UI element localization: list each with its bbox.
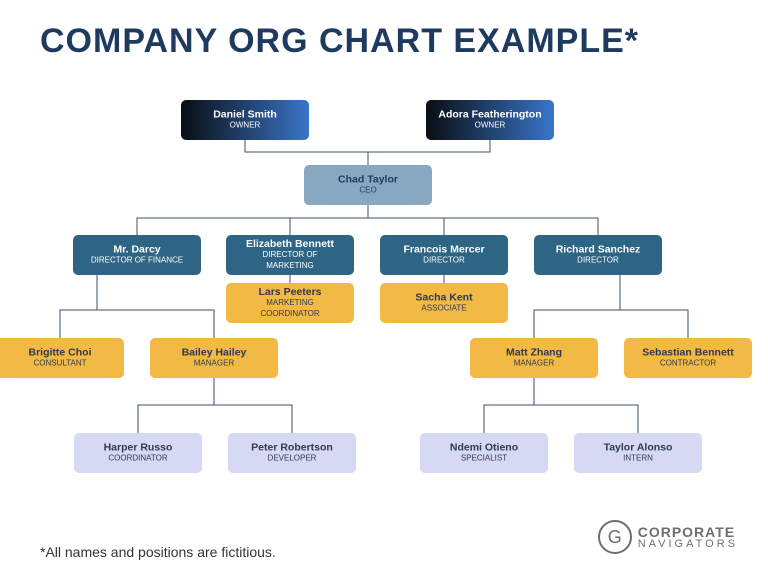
org-node-l3: Ndemi OtienoSPECIALIST [420,433,548,473]
orgchart-canvas: Daniel SmithOWNERAdora FeatheringtonOWNE… [0,80,768,500]
node-role: DEVELOPER [268,454,317,463]
node-role: MARKETING [266,261,314,270]
org-node-ceo: Chad TaylorCEO [304,165,432,205]
node-name: Harper Russo [104,441,173,453]
node-name: Chad Taylor [338,173,398,185]
node-role: DIRECTOR [423,256,465,265]
node-role: MANAGER [194,359,235,368]
node-role: INTERN [623,454,653,463]
org-node-d1: Mr. DarcyDIRECTOR OF FINANCE [73,235,201,275]
node-role: COORDINATOR [260,309,319,318]
node-role: MARKETING [266,298,314,307]
footnote-text: *All names and positions are fictitious. [40,544,276,560]
node-role: CONTRACTOR [660,359,717,368]
org-node-g1: Lars PeetersMARKETING COORDINATOR [226,283,354,323]
brand-top-text: CORPORATE [638,525,738,539]
node-role: OWNER [230,121,261,130]
node-role: CONSULTANT [33,359,86,368]
node-name: Daniel Smith [213,108,277,120]
node-name: Bailey Hailey [182,346,247,358]
org-node-l4: Taylor AlonsoINTERN [574,433,702,473]
node-name: Sacha Kent [415,291,473,303]
node-role: CEO [359,186,376,195]
node-name: Lars Peeters [258,286,321,298]
node-role: DIRECTOR OF FINANCE [91,256,183,265]
node-name: Ndemi Otieno [450,441,518,453]
node-role: SPECIALIST [461,454,507,463]
node-name: Adora Featherington [438,108,541,120]
brand-mark-icon: G [598,520,632,554]
page-title: COMPANY ORG CHART EXAMPLE* [40,22,639,61]
org-node-d4: Richard SanchezDIRECTOR [534,235,662,275]
node-name: Matt Zhang [506,346,562,358]
node-role: DIRECTOR OF [263,250,318,259]
node-name: Francois Mercer [403,243,484,255]
org-node-d3: Francois MercerDIRECTOR [380,235,508,275]
org-node-o1: Daniel SmithOWNER [181,100,309,140]
org-node-o2: Adora FeatheringtonOWNER [426,100,554,140]
node-name: Peter Robertson [251,441,333,453]
brand-bottom-text: NAVIGATORS [638,539,738,550]
org-node-g4: Bailey HaileyMANAGER [150,338,278,378]
brand-logo: G CORPORATE NAVIGATORS [598,520,738,554]
org-node-g5: Matt ZhangMANAGER [470,338,598,378]
org-node-d2: Elizabeth BennettDIRECTOR OF MARKETING [226,235,354,275]
nodes-layer: Daniel SmithOWNERAdora FeatheringtonOWNE… [0,100,752,473]
org-node-l2: Peter RobertsonDEVELOPER [228,433,356,473]
org-node-l1: Harper RussoCOORDINATOR [74,433,202,473]
org-node-g6: Sebastian BennettCONTRACTOR [624,338,752,378]
node-role: MANAGER [514,359,555,368]
node-name: Mr. Darcy [113,243,160,255]
org-node-g2: Sacha KentASSOCIATE [380,283,508,323]
node-name: Elizabeth Bennett [246,238,335,250]
org-node-g3: Brigitte ChoiCONSULTANT [0,338,124,378]
node-name: Taylor Alonso [604,441,673,453]
node-role: ASSOCIATE [421,304,466,313]
node-role: DIRECTOR [577,256,619,265]
node-name: Richard Sanchez [556,243,641,255]
node-name: Sebastian Bennett [642,346,734,358]
node-role: OWNER [475,121,506,130]
node-name: Brigitte Choi [29,346,92,358]
node-role: COORDINATOR [108,454,167,463]
